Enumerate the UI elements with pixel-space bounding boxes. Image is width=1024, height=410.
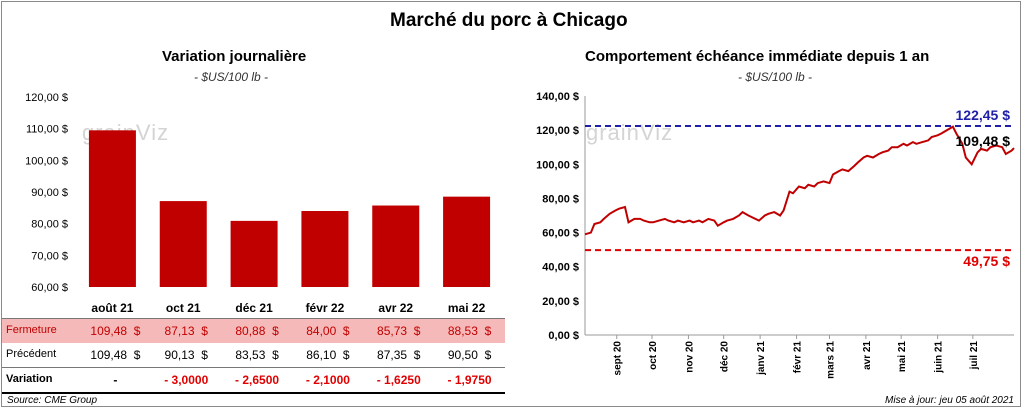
y-tick-label: 40,00 $ [542,262,579,274]
y-tick-label: 90,00 $ [31,187,68,199]
row-label: Fermeture [6,324,57,336]
x-tick-label: déc 21 [235,301,273,315]
table-cell: 83,53 $ [235,348,279,362]
bar-chart-unit: - $US/100 lb - [194,70,269,84]
y-tick-label: 60,00 $ [542,228,579,240]
y-tick-label: 100,00 $ [536,159,579,171]
y-tick-label: 60,00 $ [31,282,68,294]
table-cell: - 2,6500 [235,373,280,387]
table-row-change: Variation - - 3,0000 - 2,6500 - 2,1000 - 1,62… [2,368,505,394]
x-tick-label: oct 21 [166,301,201,315]
x-tick-label: mai 21 [897,341,908,373]
x-tick-label: nov 20 [684,341,695,373]
bar [159,201,207,287]
table-cell: 87,35 $ [377,348,421,362]
y-tick-label: 20,00 $ [542,296,579,308]
table-cell: - 2,1000 [305,373,350,387]
table-cell: - 1,6250 [376,373,421,387]
table-cell: 85,73 $ [377,324,421,338]
source-note: Source: CME Group [7,395,98,406]
x-tick-label: avr 22 [378,301,413,315]
x-tick-label: janv 21 [756,341,767,376]
bar-chart: 60,00 $ 70,00 $ 80,00 $ 90,00 $ 100,00 $ 110,… [25,92,491,315]
y-tick-label: 70,00 $ [31,250,68,262]
table-cell: - [113,373,118,387]
price-line [584,125,1015,236]
line-chart-unit: - $US/100 lb - [738,70,813,84]
y-tick-label: 0,00 $ [548,330,579,342]
y-tick-label: 80,00 $ [542,193,579,205]
table-cell: 88,53 $ [447,324,492,338]
bar [230,220,278,287]
row-label: Variation [6,373,53,385]
x-tick-label: juil 21 [969,341,980,371]
bar-chart-title: Variation journalière [162,48,307,65]
table-cell: - 1,9750 [447,373,492,387]
y-tick-label: 80,00 $ [31,219,68,231]
x-tick-label: mai 22 [448,301,486,315]
x-tick-label: avr 21 [862,341,873,370]
last-value-label: 109,48 $ [956,133,1011,149]
line-chart-title: Comportement échéance immédiate depuis 1… [585,48,930,65]
table-cell: 109,48 $ [90,348,141,362]
x-tick-label: févr 21 [793,341,804,374]
table-cell: 86,10 $ [306,348,350,362]
y-tick-label: 140,00 $ [536,91,579,103]
max-value-label: 122,45 $ [956,107,1011,123]
y-tick-label: 110,00 $ [26,124,68,136]
table-cell: 84,00 $ [306,324,350,338]
x-tick-label: oct 20 [648,341,659,370]
row-label: Précédent [6,348,57,360]
main-title: Marché du porc à Chicago [390,10,628,31]
x-tick-label: sept 20 [613,341,624,376]
table-row-previous: Précédent 109,48 $ 90,13 $ 83,53 $ 86,10 $ 87… [2,343,505,368]
update-note: Mise à jour: jeu 05 août 2021 [885,395,1014,406]
price-table: Fermeture 109,48 $ 87,13 $ 80,88 $ 84,00 $ 85… [2,318,507,394]
x-tick-label: déc 20 [720,341,731,373]
x-tick-label: févr 22 [306,301,345,315]
bar [301,211,349,287]
table-cell: 87,13 $ [164,324,208,338]
table-cell: 109,48 $ [90,324,141,338]
table-row-close: Fermeture 109,48 $ 87,13 $ 80,88 $ 84,00 $ 85… [2,318,505,344]
table-cell: - 3,0000 [164,373,209,387]
table-cell: 90,13 $ [164,348,208,362]
watermark-right: grainViz [586,120,674,145]
y-tick-label: 120,00 $ [25,92,68,104]
bar [443,196,491,287]
x-tick-label: août 21 [91,301,133,315]
bar [88,130,136,287]
y-tick-label: 120,00 $ [536,125,579,137]
table-cell: 90,50 $ [447,348,492,362]
line-chart: 0,00 $ 20,00 $ 40,00 $ 60,00 $ 80,00 $ 100,00… [536,91,1015,379]
x-tick-label: juin 21 [934,341,945,374]
table-cell: 80,88 $ [235,324,279,338]
x-tick-label: mars 21 [825,341,836,379]
bar [372,205,420,287]
min-value-label: 49,75 $ [963,253,1010,269]
y-tick-label: 100,00 $ [25,155,68,167]
